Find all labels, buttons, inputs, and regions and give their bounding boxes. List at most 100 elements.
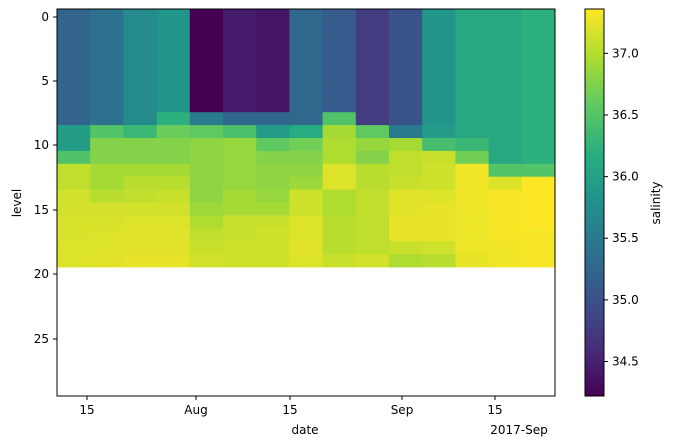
heatmap-cell bbox=[488, 254, 523, 268]
heatmap-cell bbox=[289, 47, 323, 61]
heatmap-cell bbox=[455, 254, 489, 268]
heatmap-cell bbox=[422, 112, 456, 126]
heatmap-cell bbox=[156, 150, 191, 165]
heatmap-cell bbox=[289, 163, 323, 178]
heatmap-cell bbox=[57, 228, 91, 242]
heatmap-cell bbox=[256, 228, 290, 242]
heatmap-cell bbox=[455, 189, 489, 203]
heatmap-cell bbox=[256, 125, 290, 139]
heatmap-cell bbox=[57, 125, 91, 139]
heatmap-cell bbox=[90, 34, 124, 49]
heatmap-cell bbox=[256, 241, 290, 255]
heatmap-cell bbox=[422, 47, 456, 61]
x-tick-label: 15 bbox=[79, 403, 94, 417]
heatmap-cell bbox=[521, 228, 556, 242]
heatmap-cell bbox=[289, 241, 323, 255]
heatmap-cell bbox=[123, 176, 157, 190]
heatmap-cell bbox=[90, 112, 124, 126]
heatmap-cell bbox=[322, 215, 357, 229]
heatmap-cell bbox=[455, 228, 489, 242]
heatmap-cell bbox=[322, 254, 357, 268]
heatmap-cell bbox=[389, 34, 423, 49]
colorbar-tick-label: 37.0 bbox=[612, 46, 639, 60]
x-tick-label: Sep bbox=[391, 403, 414, 417]
heatmap-cell bbox=[156, 163, 191, 178]
heatmap-cell bbox=[223, 215, 257, 229]
heatmap-cell bbox=[488, 138, 523, 152]
heatmap-cell bbox=[156, 125, 191, 139]
heatmap-cell bbox=[389, 176, 423, 190]
heatmap-cell bbox=[455, 86, 489, 100]
heatmap-cell bbox=[289, 86, 323, 100]
heatmap-cell bbox=[521, 47, 556, 61]
heatmap-cell bbox=[189, 125, 224, 139]
heatmap-cell bbox=[455, 125, 489, 139]
heatmap-cell bbox=[123, 241, 157, 255]
heatmap-cell bbox=[355, 241, 390, 255]
heatmap-cell bbox=[521, 138, 556, 152]
heatmap-cell bbox=[355, 34, 390, 49]
heatmap-cell bbox=[90, 163, 124, 178]
heatmap-cell bbox=[256, 86, 290, 100]
colorbar: 34.5 35.0 35.5 36.0 36.5 37.0 salinity bbox=[584, 8, 663, 397]
heatmap-cell bbox=[521, 9, 556, 23]
heatmap-cell bbox=[123, 60, 157, 74]
heatmap-cell bbox=[189, 9, 224, 23]
heatmap-cell bbox=[389, 150, 423, 165]
heatmap-cell bbox=[422, 150, 456, 165]
heatmap-cell bbox=[90, 125, 124, 139]
heatmap-cell bbox=[422, 163, 456, 178]
heatmap-cell bbox=[488, 189, 523, 203]
heatmap-cell bbox=[455, 47, 489, 61]
y-axis-label: level bbox=[10, 189, 24, 218]
x-tick-label: Aug bbox=[184, 403, 207, 417]
heatmap-cell bbox=[256, 34, 290, 49]
heatmap-cell bbox=[422, 138, 456, 152]
heatmap-cell bbox=[389, 99, 423, 113]
heatmap-cell bbox=[156, 202, 191, 216]
heatmap-cell bbox=[488, 228, 523, 242]
heatmap-cell bbox=[123, 202, 157, 216]
heatmap-cell bbox=[256, 138, 290, 152]
heatmap-cell bbox=[322, 86, 357, 100]
heatmap-cell bbox=[289, 99, 323, 113]
heatmap-cell bbox=[123, 125, 157, 139]
heatmap-cell bbox=[90, 189, 124, 203]
heatmap-cell bbox=[488, 125, 523, 139]
heatmap-cell bbox=[389, 112, 423, 126]
heatmap-cell bbox=[90, 9, 124, 23]
heatmap-cell bbox=[90, 228, 124, 242]
heatmap-cell bbox=[156, 86, 191, 100]
heatmap-cell bbox=[455, 138, 489, 152]
heatmap-cell bbox=[322, 125, 357, 139]
heatmap-cell bbox=[455, 73, 489, 87]
heatmap-cell bbox=[521, 241, 556, 255]
heatmap-cell bbox=[488, 9, 523, 23]
heatmap-cell bbox=[422, 202, 456, 216]
heatmap-cell bbox=[422, 34, 456, 49]
plot-frame bbox=[56, 8, 556, 397]
heatmap-cell bbox=[256, 9, 290, 23]
heatmap-cell bbox=[422, 99, 456, 113]
heatmap-cell bbox=[156, 241, 191, 255]
heatmap-cell bbox=[521, 21, 556, 36]
heatmap-cell bbox=[289, 138, 323, 152]
heatmap-cell bbox=[156, 9, 191, 23]
heatmap-cell bbox=[156, 138, 191, 152]
heatmap-cell bbox=[223, 34, 257, 49]
heatmap-cell bbox=[90, 150, 124, 165]
heatmap-cell bbox=[521, 99, 556, 113]
heatmap-cell bbox=[256, 99, 290, 113]
heatmap-cell bbox=[156, 21, 191, 36]
heatmap-cell bbox=[355, 228, 390, 242]
heatmap-cell bbox=[223, 86, 257, 100]
heatmap-cell bbox=[223, 9, 257, 23]
heatmap-cell bbox=[256, 112, 290, 126]
colorbar-tick-label: 36.0 bbox=[612, 170, 639, 184]
heatmap-cell bbox=[455, 34, 489, 49]
heatmap-cell bbox=[455, 202, 489, 216]
heatmap-cell bbox=[389, 60, 423, 74]
heatmap-cell bbox=[57, 21, 91, 36]
heatmap-cell bbox=[90, 60, 124, 74]
heatmap-cell bbox=[488, 34, 523, 49]
